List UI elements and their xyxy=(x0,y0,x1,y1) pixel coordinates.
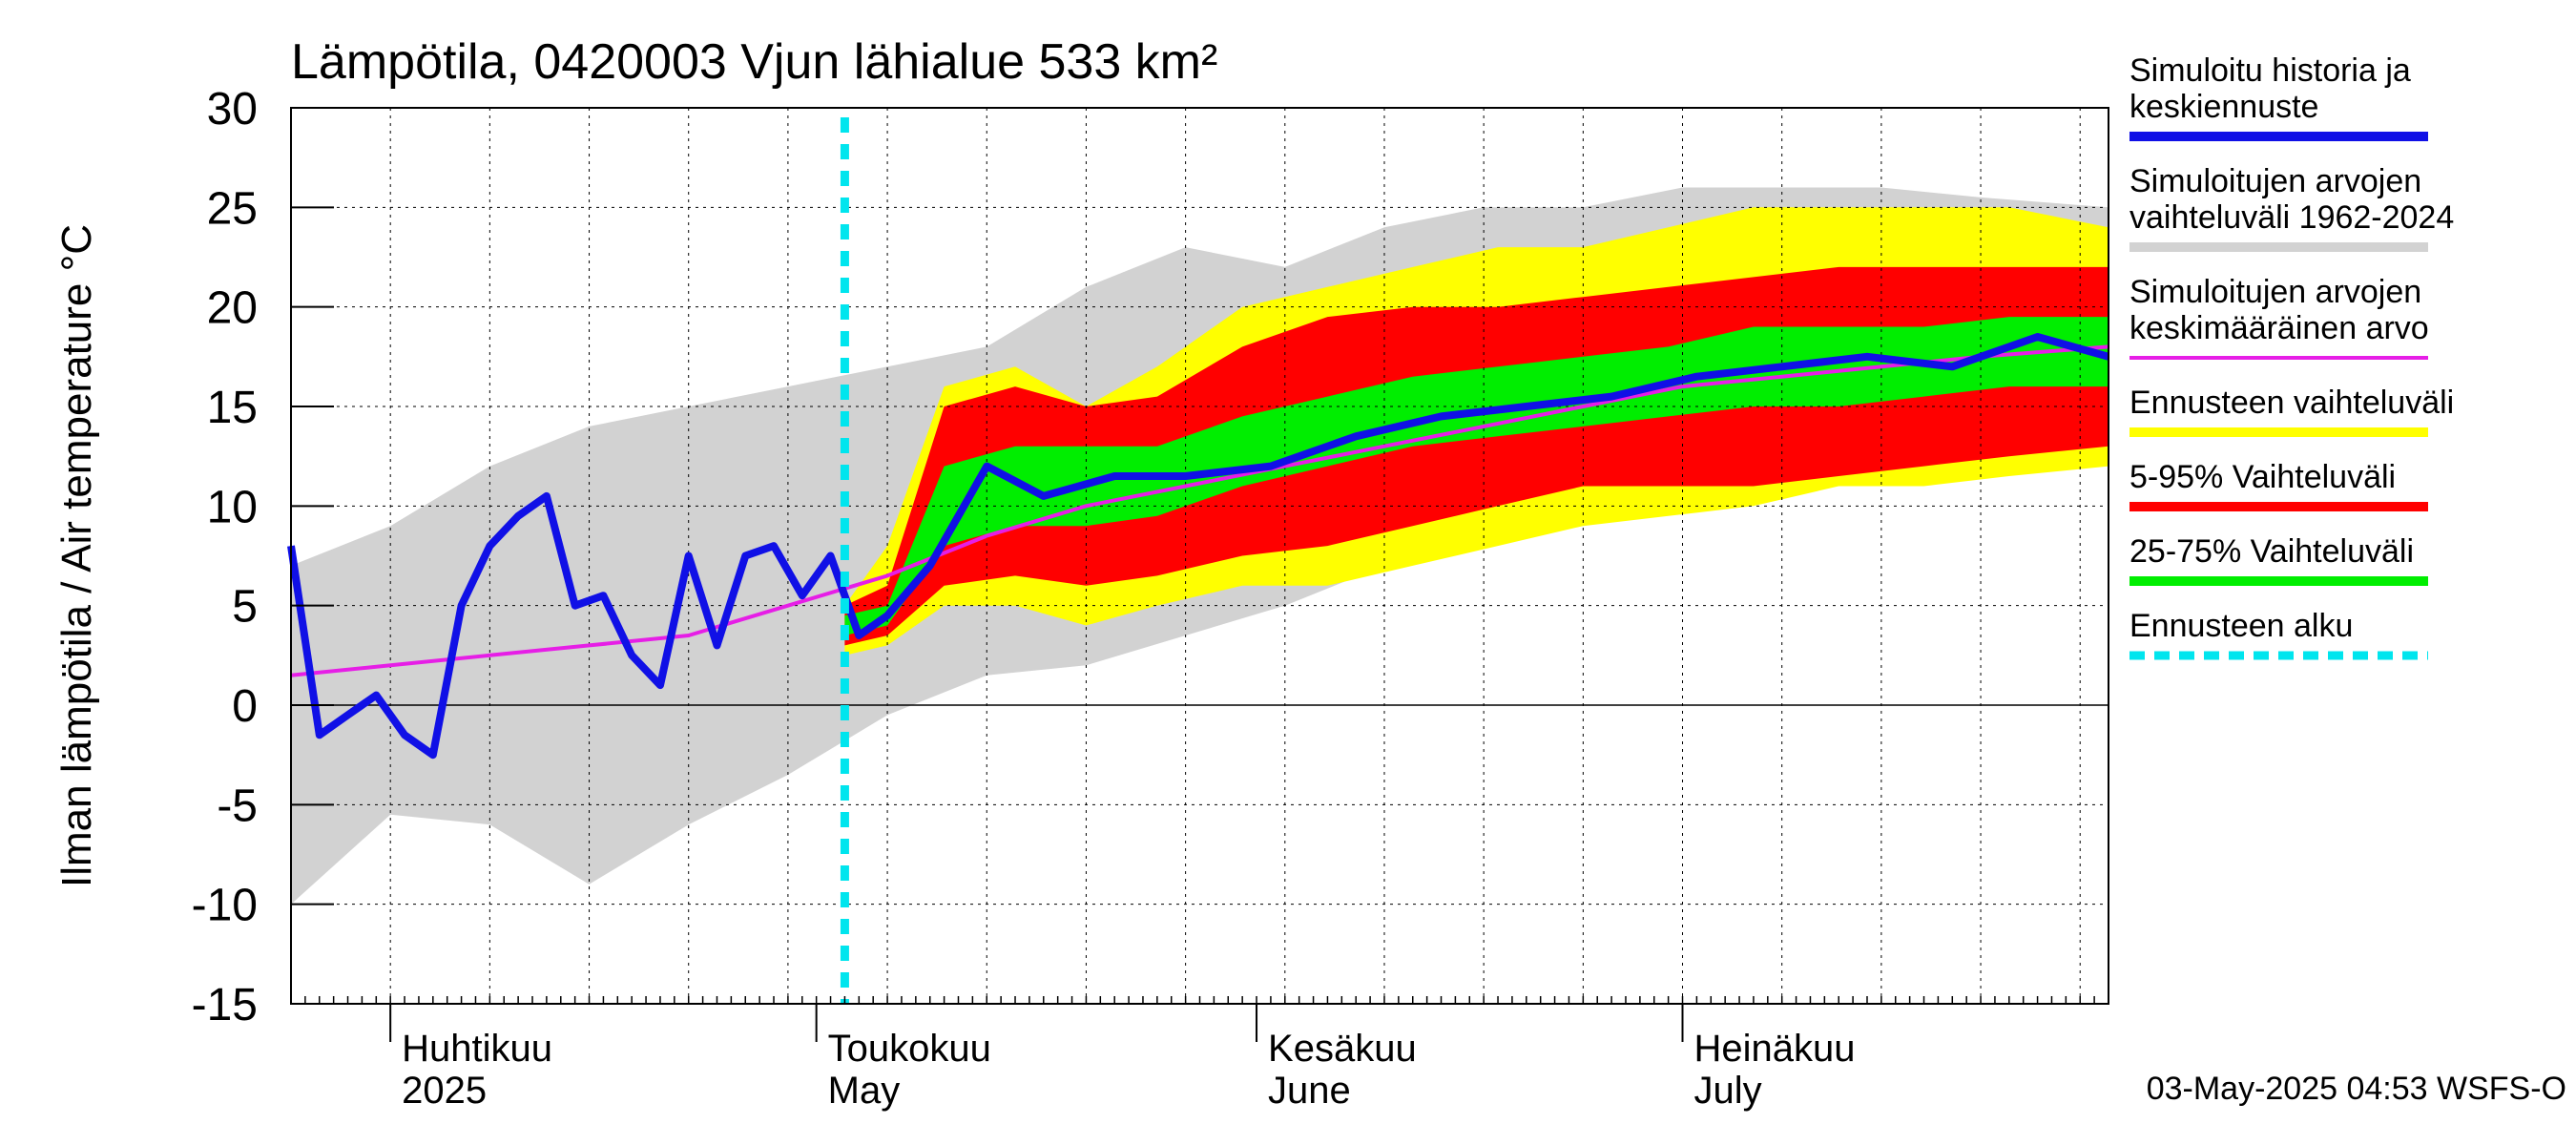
x-month-label: Huhtikuu xyxy=(402,1028,552,1070)
axes-layer: -15-10-5051015202530Huhtikuu2025Toukokuu… xyxy=(53,84,2109,1112)
legend-label: 5-95% Vaihteluväli xyxy=(2129,459,2396,495)
legend-label: keskiennuste xyxy=(2129,89,2318,125)
y-tick-label: 0 xyxy=(232,681,258,732)
x-month-label: Heinäkuu xyxy=(1694,1028,1856,1070)
x-month-sublabel: June xyxy=(1268,1070,1351,1112)
y-tick-label: 15 xyxy=(207,383,258,433)
y-tick-label: -10 xyxy=(192,881,258,931)
y-axis-label: Ilman lämpötila / Air temperature °C xyxy=(53,224,100,887)
series-history-forecast-line xyxy=(287,333,2110,760)
band-25-75-range xyxy=(844,317,2109,635)
legend-label: keskimääräinen arvo xyxy=(2129,310,2429,346)
legend-label: Ennusteen vaihteluväli xyxy=(2129,385,2454,421)
legend-label: 25-75% Vaihteluväli xyxy=(2129,533,2414,570)
x-month-label: Kesäkuu xyxy=(1268,1028,1417,1070)
x-month-sublabel: May xyxy=(828,1070,901,1112)
x-month-sublabel: 2025 xyxy=(402,1070,487,1112)
legend-label: Simuloitujen arvojen xyxy=(2129,163,2421,199)
y-tick-label: 10 xyxy=(207,482,258,532)
legend-label: vaihteluväli 1962-2024 xyxy=(2129,199,2454,236)
y-tick-label: 5 xyxy=(232,582,258,633)
x-month-sublabel: July xyxy=(1694,1070,1762,1112)
y-tick-label: 20 xyxy=(207,283,258,334)
legend-label: Simuloitu historia ja xyxy=(2129,52,2411,89)
legend-label: Simuloitujen arvojen xyxy=(2129,274,2421,310)
y-tick-label: 25 xyxy=(207,183,258,234)
series-mean-line xyxy=(290,344,2109,677)
y-tick-label: -5 xyxy=(217,781,258,831)
chart-title: Lämpötila, 0420003 Vjun lähialue 533 km² xyxy=(291,34,1217,90)
y-tick-label: -15 xyxy=(192,980,258,1030)
lines-layer xyxy=(287,117,2110,1004)
y-tick-label: 30 xyxy=(207,84,258,135)
legend-label: Ennusteen alku xyxy=(2129,608,2353,644)
x-month-label: Toukokuu xyxy=(828,1028,991,1070)
footer-timestamp: 03-May-2025 04:53 WSFS-O xyxy=(2147,1071,2566,1107)
